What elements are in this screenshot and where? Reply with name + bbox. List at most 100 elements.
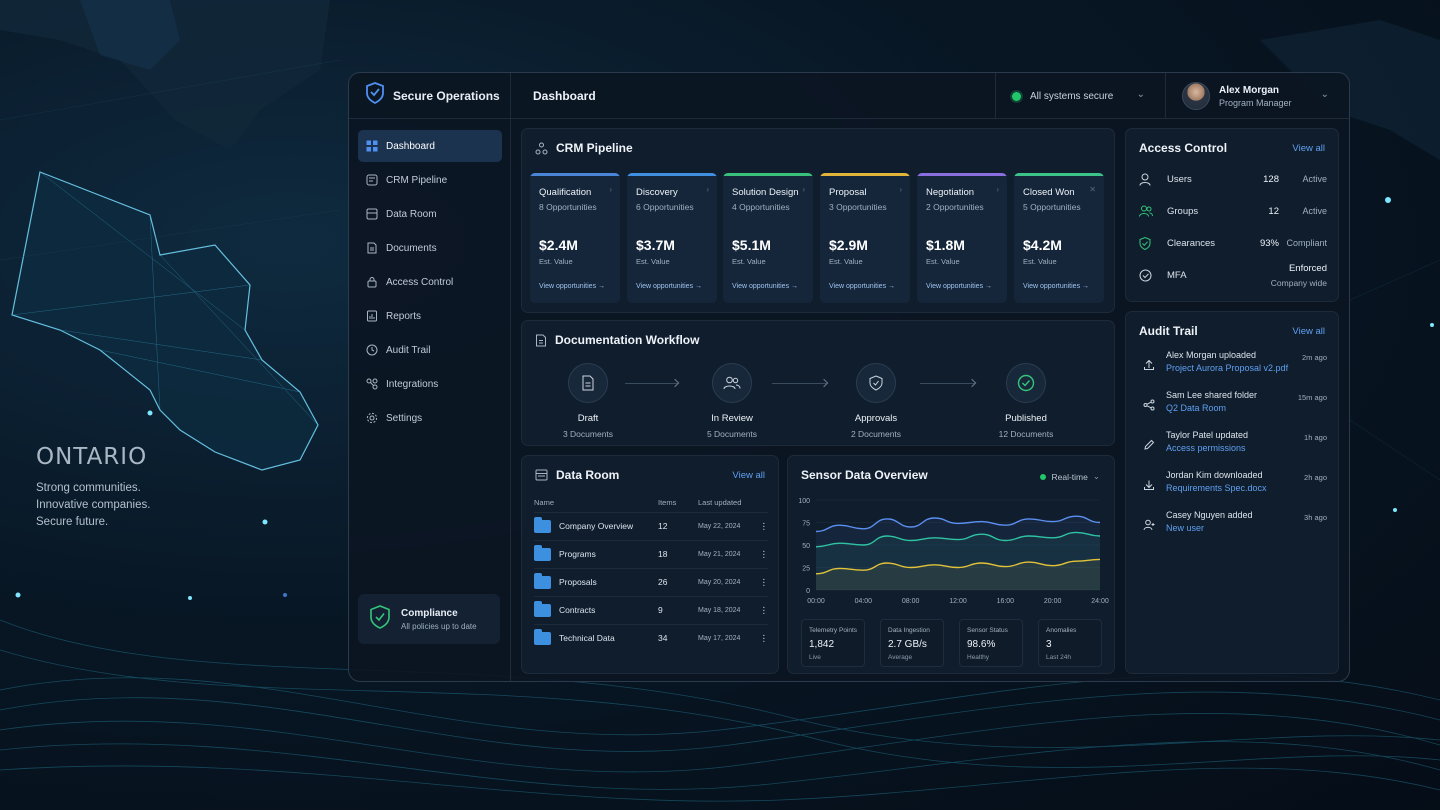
table-row[interactable]: Technical Data 34 May 17, 2024 ⋮ bbox=[534, 623, 768, 652]
more-options-icon[interactable]: ⋮ bbox=[756, 595, 768, 624]
chevron-right-icon[interactable]: › bbox=[802, 185, 805, 194]
panel-title: Access Control bbox=[1139, 141, 1227, 155]
audit-entry[interactable]: Alex Morgan uploaded Project Aurora Propo… bbox=[1139, 350, 1327, 384]
access-row-groups[interactable]: Groups 12 Active bbox=[1139, 199, 1327, 223]
series-line bbox=[815, 558, 1101, 575]
folder-icon bbox=[534, 572, 551, 589]
crm-pipeline-panel: CRM Pipeline Qualification › 8 Opportuniti… bbox=[521, 128, 1115, 313]
access-row-mfa[interactable]: MFA Enforced Company wide bbox=[1139, 263, 1327, 288]
dashboard-icon bbox=[366, 140, 378, 152]
view-opportunities-link[interactable]: View opportunities → bbox=[829, 283, 895, 290]
pipeline-stage-card[interactable]: Qualification › 8 Opportunities $2.4M Est. V… bbox=[530, 173, 620, 303]
compliance-card[interactable]: Compliance All policies up to date bbox=[358, 594, 500, 644]
view-opportunities-link[interactable]: View opportunities → bbox=[636, 283, 702, 290]
audit-icon bbox=[366, 344, 378, 356]
view-all-link[interactable]: View all bbox=[1292, 143, 1325, 154]
table-row[interactable]: Proposals 26 May 20, 2024 ⋮ bbox=[534, 567, 768, 596]
pipeline-stage-card[interactable]: Negotiation › 2 Opportunities $1.8M Est. Val… bbox=[917, 173, 1007, 303]
chevron-right-icon[interactable]: › bbox=[996, 185, 999, 194]
system-status-dropdown[interactable]: All systems secure ⌄ bbox=[995, 73, 1165, 119]
sidebar-item-crm-pipeline[interactable]: CRM Pipeline bbox=[358, 164, 502, 196]
view-opportunities-link[interactable]: View opportunities → bbox=[926, 283, 992, 290]
audit-entry[interactable]: Sam Lee shared folder Q2 Data Room 15m ago bbox=[1139, 390, 1327, 424]
report-icon bbox=[366, 310, 378, 322]
workflow-step-draft[interactable]: Draft 3 Documents bbox=[533, 363, 643, 439]
sidebar-item-label: Access Control bbox=[386, 276, 454, 288]
stat-value: 98.6% bbox=[967, 639, 996, 650]
stage-count: 6 Opportunities bbox=[636, 202, 694, 212]
table-row[interactable]: Company Overview 12 May 22, 2024 ⋮ bbox=[534, 511, 768, 540]
integrations-icon bbox=[366, 378, 378, 390]
audit-target-link[interactable]: Project Aurora Proposal v2.pdf bbox=[1166, 363, 1289, 373]
sidebar-item-dashboard[interactable]: Dashboard bbox=[358, 130, 502, 162]
audit-entry[interactable]: Taylor Patel updated Access permissions 1h… bbox=[1139, 430, 1327, 464]
pipeline-stage-card[interactable]: Proposal › 3 Opportunities $2.9M Est. Value V… bbox=[820, 173, 910, 303]
more-options-icon[interactable]: ⋮ bbox=[756, 539, 768, 568]
more-options-icon[interactable]: ⋮ bbox=[756, 623, 768, 652]
column-header[interactable]: Last updated bbox=[698, 498, 742, 508]
stage-value: $2.9M bbox=[829, 237, 868, 253]
sidebar-item-data-room[interactable]: Data Room bbox=[358, 198, 502, 230]
link-label: View opportunities bbox=[1023, 283, 1081, 290]
y-tick-label: 0 bbox=[806, 588, 810, 595]
more-options-icon[interactable]: ⋮ bbox=[756, 511, 768, 540]
audit-target-link[interactable]: Q2 Data Room bbox=[1166, 403, 1227, 413]
panel-title: CRM Pipeline bbox=[535, 141, 633, 155]
folder-name: Company Overview bbox=[559, 520, 634, 531]
sidebar-item-integrations[interactable]: Integrations bbox=[358, 368, 502, 400]
sidebar-item-label: Dashboard bbox=[386, 140, 435, 152]
brand[interactable]: Secure Operations bbox=[349, 73, 510, 119]
audit-target-link[interactable]: Requirements Spec.docx bbox=[1166, 483, 1267, 493]
audit-target-link[interactable]: Access permissions bbox=[1166, 443, 1246, 453]
audit-action: Sam Lee shared folder bbox=[1166, 390, 1258, 400]
view-opportunities-link[interactable]: View opportunities → bbox=[732, 283, 798, 290]
table-row[interactable]: Contracts 9 May 18, 2024 ⋮ bbox=[534, 595, 768, 624]
sidebar-item-settings[interactable]: Settings bbox=[358, 402, 502, 434]
pipeline-stage-card[interactable]: Solution Design › 4 Opportunities $5.1M Est.… bbox=[723, 173, 813, 303]
audit-entry[interactable]: Casey Nguyen added New user 3h ago bbox=[1139, 510, 1327, 544]
series-area bbox=[816, 559, 1100, 590]
sensor-stat-card: Telemetry Points 1,842 Live bbox=[801, 619, 865, 667]
items-cell: 9 bbox=[658, 595, 698, 624]
column-header[interactable]: Items bbox=[658, 498, 677, 508]
audit-entry[interactable]: Jordan Kim downloaded Requirements Spec.d… bbox=[1139, 470, 1327, 504]
chevron-right-icon[interactable]: › bbox=[899, 185, 902, 194]
stage-name: Qualification bbox=[539, 187, 592, 198]
folder-name: Proposals bbox=[559, 576, 597, 587]
view-all-link[interactable]: View all bbox=[732, 470, 765, 481]
column-header[interactable]: Name bbox=[534, 498, 555, 508]
close-icon[interactable]: ✕ bbox=[1089, 185, 1096, 194]
stat-sub: Last 24h bbox=[1046, 654, 1071, 661]
access-row-clearances[interactable]: Clearances 93% Compliant bbox=[1139, 231, 1327, 255]
user-menu[interactable]: Alex Morgan Program Manager ⌄ bbox=[1165, 73, 1349, 119]
chevron-down-icon: ⌄ bbox=[1136, 89, 1145, 100]
sidebar-item-audit-trail[interactable]: Audit Trail bbox=[358, 334, 502, 366]
view-opportunities-link[interactable]: View opportunities → bbox=[1023, 283, 1089, 290]
sensor-data-panel: Sensor Data Overview Real-time ⌄ 0 25 50 75… bbox=[787, 455, 1115, 674]
y-tick-label: 75 bbox=[802, 521, 810, 528]
realtime-dropdown[interactable]: Real-time ⌄ bbox=[1039, 471, 1100, 482]
table-row[interactable]: Programs 18 May 21, 2024 ⋮ bbox=[534, 539, 768, 568]
sidebar-item-access-control[interactable]: Access Control bbox=[358, 266, 502, 298]
audit-target-link[interactable]: New user bbox=[1166, 523, 1205, 533]
folder-name: Programs bbox=[559, 548, 596, 559]
workflow-step-in-review[interactable]: In Review 5 Documents bbox=[677, 363, 787, 439]
more-options-icon[interactable]: ⋮ bbox=[756, 567, 768, 596]
chevron-right-icon[interactable]: › bbox=[609, 185, 612, 194]
access-row-users[interactable]: Users 128 Active bbox=[1139, 167, 1327, 191]
view-all-link[interactable]: View all bbox=[1292, 326, 1325, 337]
view-opportunities-link[interactable]: View opportunities → bbox=[539, 283, 605, 290]
access-label: Groups bbox=[1167, 205, 1199, 217]
stage-value: $1.8M bbox=[926, 237, 965, 253]
sidebar-item-documents[interactable]: Documents bbox=[358, 232, 502, 264]
pipeline-stage-card[interactable]: Closed Won ✕ 5 Opportunities $4.2M Est. Valu… bbox=[1014, 173, 1104, 303]
workflow-step-approvals[interactable]: Approvals 2 Documents bbox=[821, 363, 931, 439]
chevron-right-icon[interactable]: › bbox=[706, 185, 709, 194]
workflow-step-count: 5 Documents bbox=[706, 429, 758, 439]
stage-name: Proposal bbox=[829, 187, 867, 198]
access-value: 93% bbox=[1259, 237, 1279, 249]
sidebar-item-reports[interactable]: Reports bbox=[358, 300, 502, 332]
workflow-step-published[interactable]: Published 12 Documents bbox=[971, 363, 1081, 439]
pipeline-stage-card[interactable]: Discovery › 6 Opportunities $3.7M Est. Value… bbox=[627, 173, 717, 303]
